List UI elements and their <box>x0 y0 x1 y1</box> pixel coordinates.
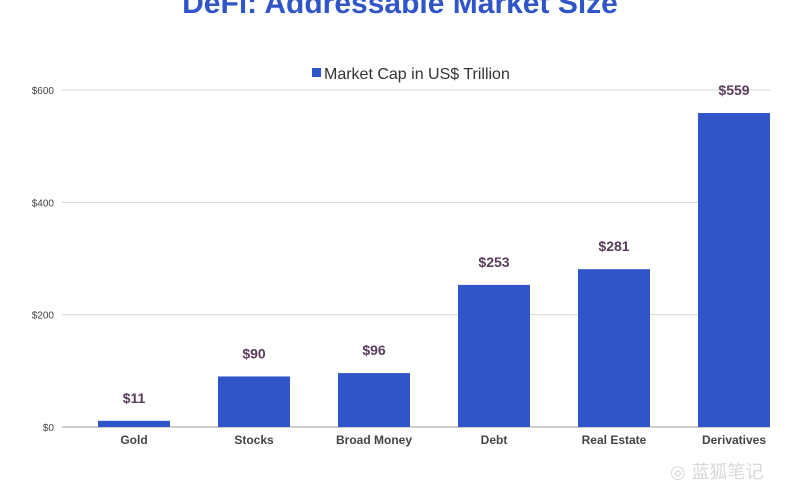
y-tick-label: $600 <box>32 86 55 97</box>
x-tick-label: Broad Money <box>336 433 412 447</box>
wechat-icon: ◎ <box>670 462 686 483</box>
x-tick-label: Gold <box>120 433 147 447</box>
x-tick-label: Stocks <box>234 433 274 447</box>
labels-layer: Gold $11 Stocks $90 Broad Money $96 Debt $253 Re… <box>120 82 766 447</box>
bar <box>578 269 650 427</box>
data-label: $90 <box>242 345 266 361</box>
legend-swatch <box>312 68 321 77</box>
data-label: $281 <box>598 238 629 254</box>
data-label: $559 <box>718 82 749 98</box>
watermark-text: 蓝狐笔记 <box>691 462 764 483</box>
bars-layer <box>98 113 770 428</box>
y-tick-label: $200 <box>32 311 55 322</box>
x-tick-label: Debt <box>481 433 508 447</box>
data-label: $96 <box>362 342 386 358</box>
grid-layer: $0 $200 $400 $600 <box>32 86 770 434</box>
legend-label: Market Cap in US$ Trillion <box>324 66 510 83</box>
data-label: $11 <box>123 390 146 406</box>
x-tick-label: Real Estate <box>582 433 647 447</box>
y-tick-label: $0 <box>43 423 55 434</box>
data-label: $253 <box>478 254 509 270</box>
bar <box>338 373 410 427</box>
bar <box>698 113 770 428</box>
y-tick-label: $400 <box>32 198 55 209</box>
watermark: ◎ 蓝狐笔记 <box>670 458 800 484</box>
x-tick-label: Derivatives <box>702 433 766 447</box>
legend: Market Cap in US$ Trillion <box>312 66 510 83</box>
bar <box>458 284 530 427</box>
chart-title: DeFi: Addressable Market Size <box>182 0 618 20</box>
bar <box>218 376 290 427</box>
bar <box>98 420 170 427</box>
